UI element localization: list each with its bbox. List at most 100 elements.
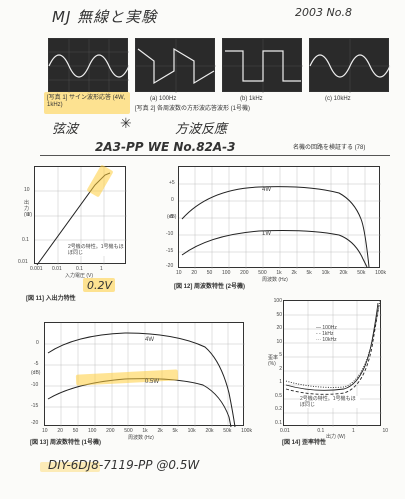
fig14-ytick: 0.5 [275,392,282,399]
note-square: 方波反應 [175,122,228,137]
fig13-xtick: 50k [223,428,232,434]
fig11-xtick-3: 1 [100,266,103,272]
fig11-xtick-2: 0.1 [76,266,83,272]
fig12-ytick-1: 0 [171,197,174,203]
highlight-photo-caption [44,92,130,114]
fig14-legend-label: 10kHz [322,337,337,343]
fig11-ytick-1: 1 [27,212,30,218]
fig12-xtick: 50 [206,270,213,276]
sub-caption-a: (a) 100Hz [150,96,177,102]
fig14-ytick: 2 [279,365,282,372]
fig14-xtick: 0.1 [317,428,325,434]
fig11-caption: [図 11] 入出力特性 [26,296,76,302]
fig13-xtick: 50 [72,428,79,434]
note-bottom: DIY-6DJ8-7119-PP @0.5W [48,458,200,472]
fig11-ytick-0: 10 [24,187,30,193]
scope-photo-100hz [135,38,216,93]
photo2-caption: [写真 2] 各周波数の方形波応答波形 (1号機) [135,106,251,112]
fig14-legend-100hz: — 100Hz [316,325,337,331]
fig13-xtick: 5k [172,428,178,434]
fig14-caption: [図 14] 歪率特性 [282,440,327,446]
fig12-xtick: 200 [240,270,249,276]
note-asterisk: ✳ [120,116,132,132]
fig13-xtick: 20 [57,428,63,434]
fig11-legend: 2号機の特性。1号機もほぼ同じ [68,244,124,256]
fig12-xtick: 100k [375,270,386,276]
fig13-xtick: 100k [241,428,252,434]
divider-line [40,155,390,156]
fig11-ytick-3: 0.01 [18,259,28,265]
fig14-xticks: 0.01 0.1 1 10 [280,428,388,434]
fig12-xtick: 1k [276,270,282,276]
page-heading: 名機の回路を検証する (78) [293,145,366,151]
fig14-ytick: 5 [279,352,282,359]
fig13-xtick: 100 [88,428,97,434]
fig12-plot [178,166,381,269]
fig12-caption: [図 12] 周波数特性 (2号機) [174,284,246,290]
fig12-series-4w: 4W [262,187,271,193]
fig12-xtick: 20 [191,270,197,276]
fig12-xtick: 10 [176,270,182,276]
note-gain: 0.2V [87,279,113,292]
fig14-ytick: 50 [276,311,282,318]
highlight-gain-note [83,278,115,292]
fig14-ytick: 0.1 [275,419,282,426]
fig13-ytick-2: -10 [31,382,39,388]
note-sine: 弦波 [52,122,79,137]
fig12-ytick-2: -5 [169,214,174,220]
fig11-ylabel: 出力 (W) [24,200,33,218]
fig14-note: 2号機の特性。1号機もほぼ同じ [300,396,360,408]
fig12-ytick-5: -20 [166,263,174,269]
fig12-xtick: 50k [357,270,366,276]
fig14-legend-label: 1kHz [322,331,334,337]
scope-photo-10khz [309,38,391,93]
fig14-plot [283,300,382,427]
fig12-series-1w: 1W [262,231,271,237]
fig12-xtick: 5k [306,270,312,276]
sub-caption-b: (b) 1kHz [240,96,263,102]
fig14-xtick: 1 [352,428,355,434]
fig12-xtick: 500 [258,270,267,276]
fig13-ytick-4: -20 [31,420,39,426]
fig13-xticks: 10 20 50 100 200 500 1k 2k 5k 10k 20k 50… [42,428,252,434]
fig13-series-05w: 0.5W [145,379,160,385]
fig13-xtick: 20k [205,428,214,434]
fig14-xtick: 0.01 [280,428,290,434]
fig13-xtick: 10k [187,428,196,434]
fig13-xtick: 10 [42,428,48,434]
fig12-ylabel: (dB) [167,214,177,220]
fig11-xlabel: 入力電圧 (V) [65,273,94,279]
fig14-legend: — 100Hz - - 1kHz ··· 10kHz [316,325,356,343]
fig14-legend-label: 100Hz [322,325,337,331]
fig12-xtick: 100 [222,270,231,276]
fig13-xtick: 200 [106,428,115,434]
fig14-xtick: 10 [382,428,388,434]
fig14-ytick: 1 [279,379,282,386]
fig14-xlabel: 出力 (W) [326,434,346,440]
fig14-ylabel: 歪率 (%) [268,355,279,367]
fig14-ytick: 10 [276,338,282,345]
fig13-xlabel: 周波数 (Hz) [128,435,154,441]
fig12-xtick: 2k [291,270,297,276]
issue-date: 2003 No.8 [295,6,352,19]
fig13-xtick: 2k [157,428,163,434]
photo1-caption: [写真 1] サイン波形応答 (4W, 1kHz) [47,95,126,108]
fig12-xtick: 10k [321,270,330,276]
fig13-ytick-1: -5 [34,361,39,367]
sub-caption-c: (c) 10kHz [325,96,351,102]
fig14-ytick: 0.2 [275,406,282,413]
scope-photo-sine [48,38,130,93]
fig13-caption: [図 13] 周波数特性 (1号機) [30,440,102,446]
fig14-ytick: 100 [273,298,282,304]
fig11-ytick-2: 0.1 [22,237,29,243]
fig14-yticks: 100 50 20 10 5 2 1 0.5 0.2 0.1 [270,298,282,426]
fig14-legend-1khz: - - 1kHz [316,331,334,337]
fig12-xlabel: 周波数 (Hz) [262,277,288,283]
fig13-ylabel: (dB) [31,370,41,376]
fig12-xtick: 20k [339,270,348,276]
fig14-ytick: 20 [276,325,282,332]
fig12-xticks: 10 20 50 100 200 500 1k 2k 5k 10k 20k 50… [176,270,386,276]
scope-photo-1khz [222,38,303,93]
fig13-ytick-0: 0 [36,340,39,346]
fig11-xtick-1: 0.01 [52,266,62,272]
